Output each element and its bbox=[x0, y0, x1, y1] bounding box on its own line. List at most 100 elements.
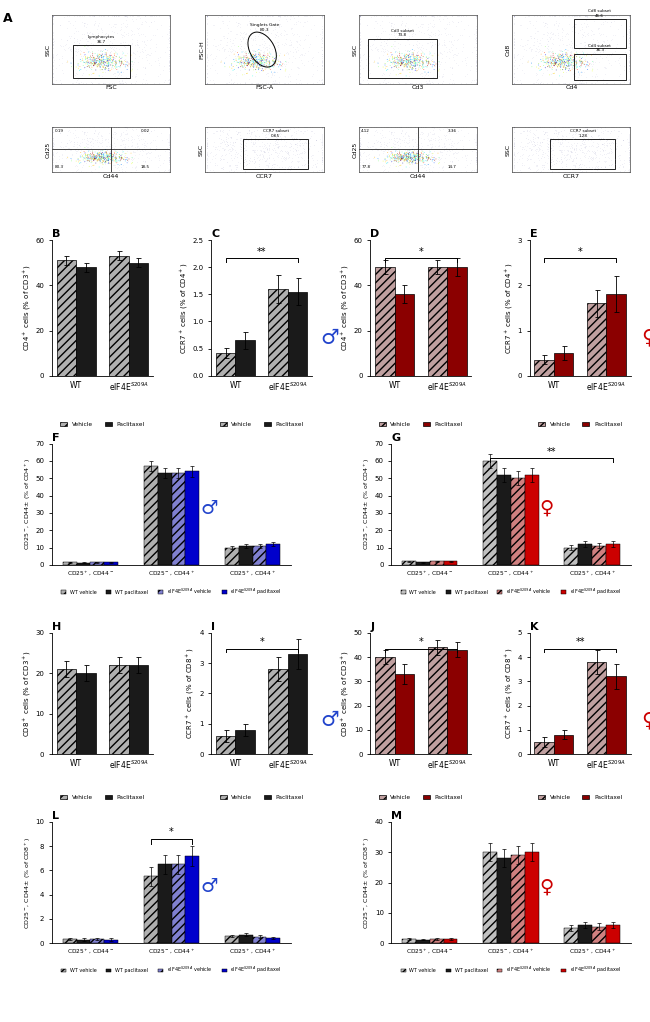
Point bbox=[563, 131, 573, 147]
Point bbox=[434, 134, 445, 150]
Point bbox=[99, 8, 110, 25]
Point bbox=[226, 44, 236, 60]
Point bbox=[401, 58, 411, 75]
Point bbox=[278, 54, 288, 71]
Point bbox=[101, 57, 111, 74]
Point bbox=[471, 164, 481, 180]
Bar bbox=[90, 562, 104, 565]
Point bbox=[89, 17, 99, 34]
Point bbox=[599, 34, 609, 50]
Point bbox=[223, 127, 233, 143]
Point bbox=[410, 148, 420, 165]
Point bbox=[224, 64, 235, 81]
Point bbox=[317, 22, 328, 39]
Point bbox=[441, 44, 452, 60]
Point bbox=[610, 148, 620, 165]
Point bbox=[263, 159, 273, 176]
Point bbox=[398, 50, 408, 66]
Point bbox=[593, 150, 604, 167]
Point bbox=[564, 48, 575, 64]
Point bbox=[517, 155, 527, 172]
Point bbox=[61, 36, 72, 52]
Point bbox=[369, 8, 380, 25]
Point bbox=[396, 152, 406, 169]
Point bbox=[549, 49, 559, 65]
Point bbox=[528, 49, 538, 65]
Point bbox=[259, 43, 269, 59]
Point bbox=[414, 38, 424, 54]
Point bbox=[77, 52, 88, 68]
Point bbox=[54, 151, 64, 168]
Point bbox=[220, 41, 230, 57]
Point bbox=[99, 60, 110, 77]
Point bbox=[453, 143, 463, 159]
Point bbox=[108, 146, 118, 162]
Point bbox=[242, 57, 252, 74]
Bar bbox=[266, 938, 280, 943]
Point bbox=[423, 156, 434, 173]
Text: CCR7 subset
0.65: CCR7 subset 0.65 bbox=[263, 130, 289, 138]
Point bbox=[229, 51, 240, 67]
Point bbox=[92, 46, 103, 62]
Point bbox=[380, 129, 390, 145]
Point bbox=[99, 52, 109, 68]
Point bbox=[562, 42, 572, 58]
Point bbox=[117, 27, 127, 43]
Point bbox=[239, 58, 250, 75]
Point bbox=[437, 66, 448, 83]
Point bbox=[566, 52, 576, 68]
Point bbox=[261, 18, 272, 35]
Point bbox=[392, 50, 402, 66]
Point bbox=[105, 49, 115, 65]
Point bbox=[471, 60, 481, 77]
Point bbox=[378, 47, 388, 63]
Point bbox=[467, 73, 477, 89]
Point bbox=[566, 43, 576, 59]
Point bbox=[292, 59, 302, 76]
Point bbox=[440, 25, 450, 41]
Point bbox=[355, 120, 365, 136]
Point bbox=[508, 159, 519, 176]
Point bbox=[251, 61, 261, 78]
Point bbox=[427, 18, 437, 35]
Point bbox=[299, 143, 309, 159]
Point bbox=[378, 135, 389, 151]
Point bbox=[109, 68, 120, 85]
Point bbox=[432, 164, 443, 180]
Point bbox=[404, 57, 414, 74]
Point bbox=[239, 50, 249, 66]
Point bbox=[281, 123, 292, 139]
Point bbox=[92, 148, 102, 165]
Point bbox=[99, 53, 109, 69]
Point bbox=[624, 151, 634, 168]
Point bbox=[254, 41, 264, 57]
Point bbox=[79, 131, 89, 147]
Point bbox=[401, 148, 411, 165]
Point bbox=[103, 56, 114, 73]
Point bbox=[557, 57, 567, 74]
Point bbox=[471, 133, 481, 149]
Point bbox=[471, 119, 481, 135]
Point bbox=[620, 143, 630, 159]
Y-axis label: CD8$^+$ cells (% of CD3$^+$): CD8$^+$ cells (% of CD3$^+$) bbox=[340, 650, 351, 737]
Point bbox=[581, 48, 592, 64]
Point bbox=[624, 149, 634, 166]
Point bbox=[261, 55, 272, 72]
Point bbox=[141, 72, 151, 88]
Point bbox=[230, 158, 240, 175]
Point bbox=[423, 56, 434, 73]
Point bbox=[98, 61, 108, 78]
Point bbox=[240, 162, 250, 179]
Point bbox=[576, 67, 586, 84]
Point bbox=[450, 47, 461, 63]
Point bbox=[94, 152, 104, 169]
Point bbox=[164, 73, 174, 89]
Point bbox=[91, 20, 101, 37]
Point bbox=[386, 44, 396, 60]
Point bbox=[277, 148, 287, 165]
Point bbox=[379, 55, 389, 72]
Point bbox=[408, 50, 419, 66]
Point bbox=[557, 61, 567, 78]
Point bbox=[64, 39, 74, 55]
Point bbox=[556, 52, 566, 68]
